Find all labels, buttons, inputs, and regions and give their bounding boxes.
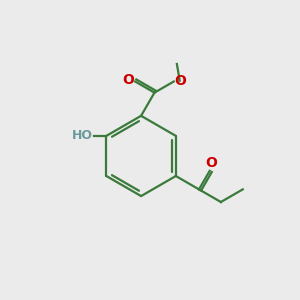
Text: O: O [123, 73, 135, 87]
Text: O: O [174, 74, 186, 88]
Text: HO: HO [72, 129, 93, 142]
Text: O: O [205, 156, 217, 170]
